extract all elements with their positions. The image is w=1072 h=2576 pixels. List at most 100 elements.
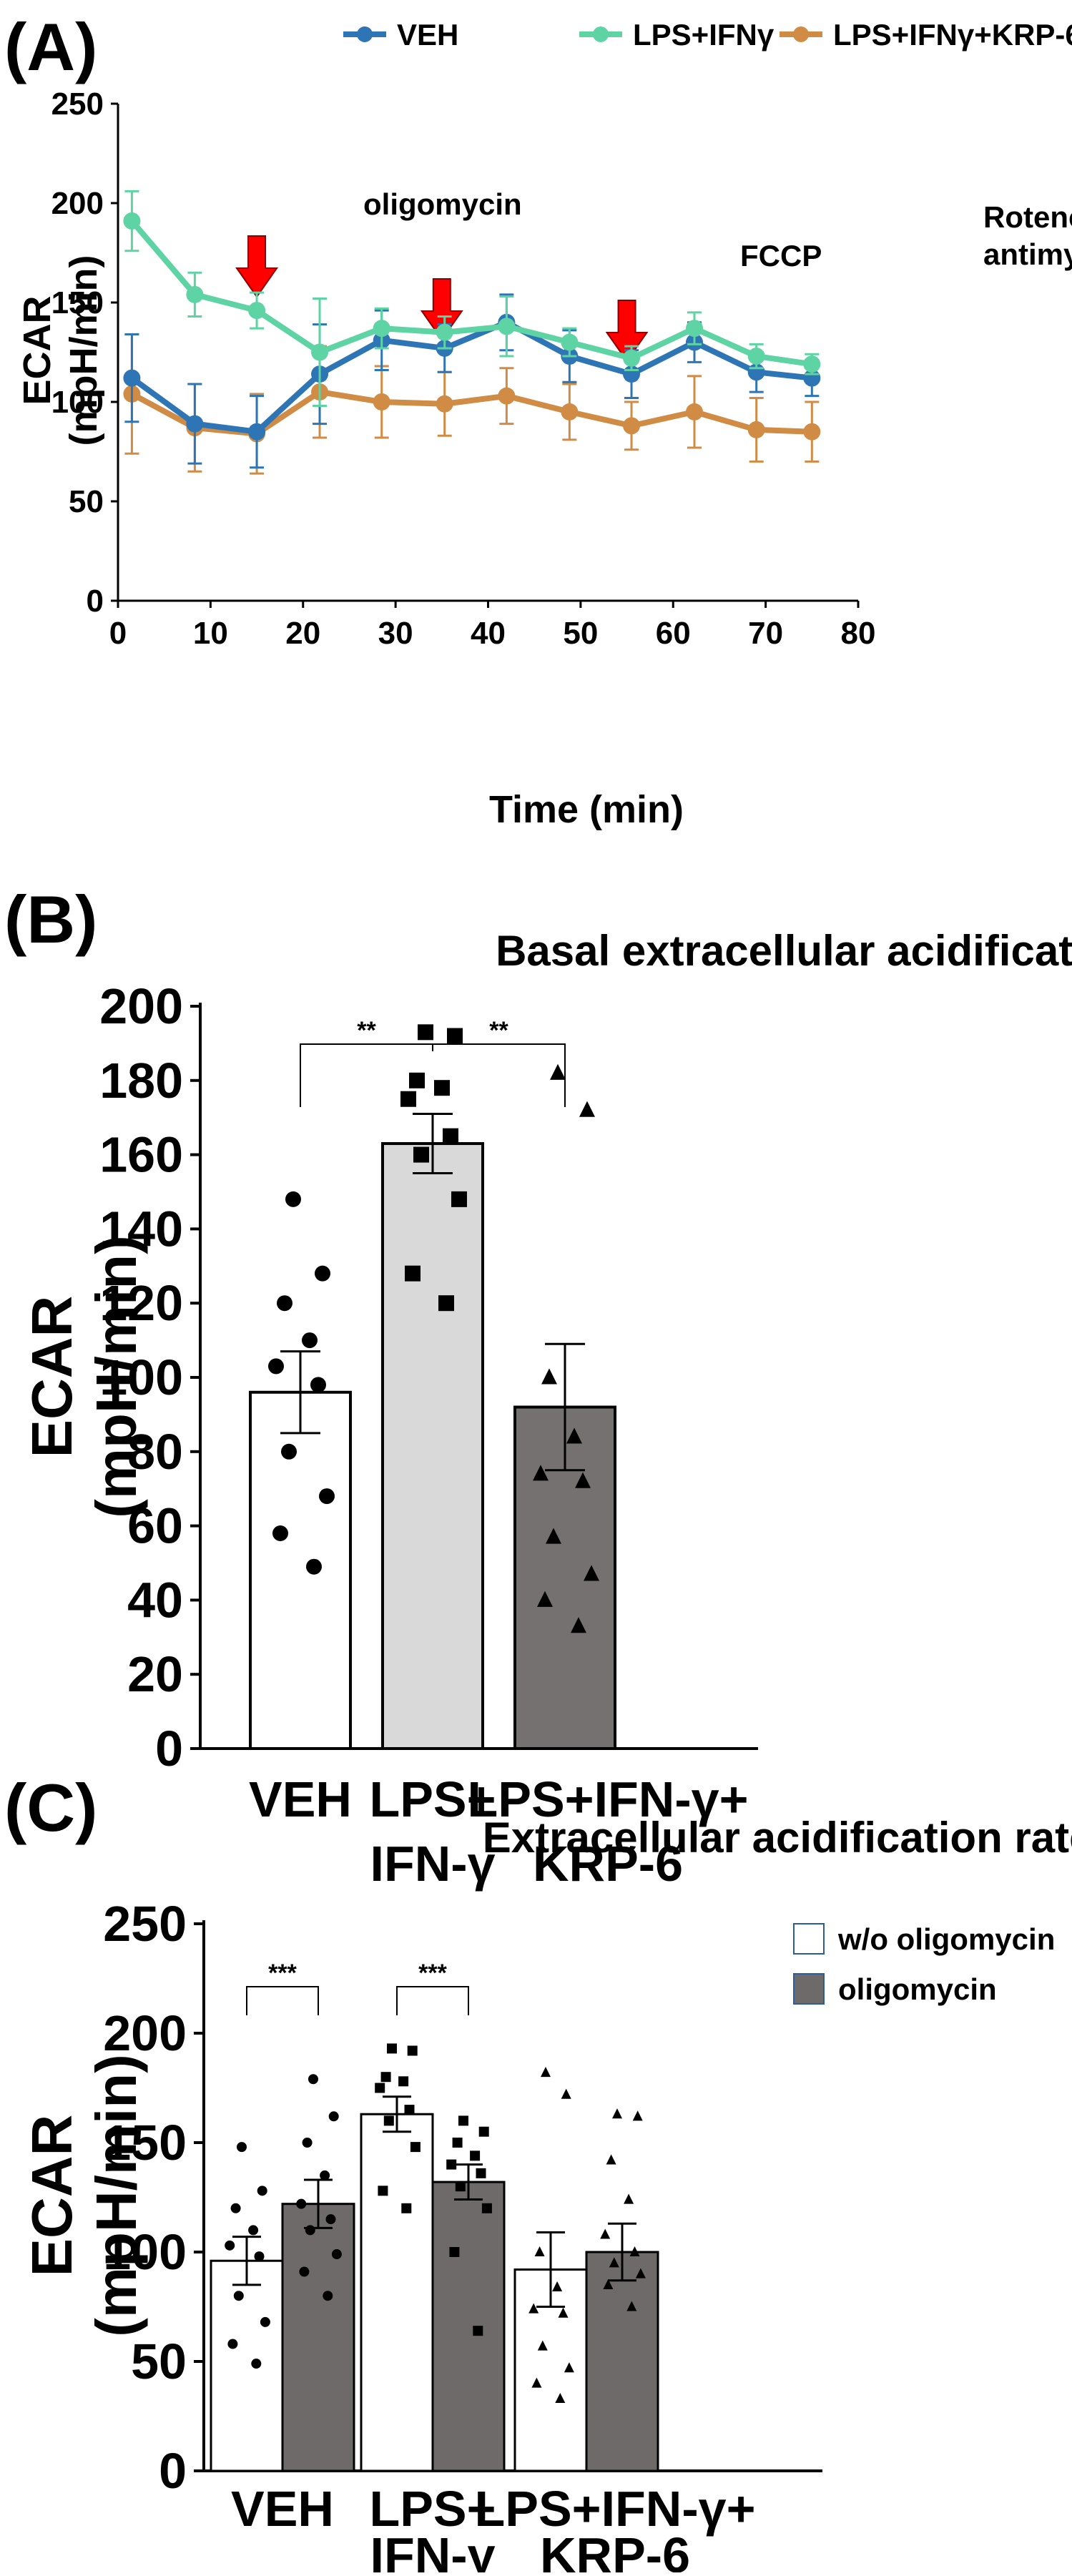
significance-label: ** [489, 1017, 508, 1044]
data-point [561, 2088, 571, 2099]
panel-c-y-tick-label: 250 [103, 1896, 187, 1952]
data-point [315, 1265, 330, 1282]
panel-a-legend: VEH LPS+IFNγ LPS+IFNγ+KRP-6 [343, 18, 1072, 51]
data-point [564, 2362, 574, 2373]
panel-c-bars [210, 2043, 659, 2472]
panel-a-label: (A) [4, 9, 98, 84]
data-point [552, 2281, 563, 2291]
data-point [498, 318, 516, 335]
data-point [306, 1558, 322, 1575]
data-point [323, 2291, 333, 2301]
data-point [498, 387, 516, 405]
data-point [600, 2228, 611, 2239]
significance-label: *** [268, 1960, 297, 1987]
panel-b-y-tick-label: 60 [127, 1498, 183, 1554]
panel-a-y-tick-label: 100 [51, 385, 104, 420]
data-point [571, 1617, 586, 1633]
data-point [123, 212, 141, 230]
data-point [260, 2316, 270, 2327]
data-point [413, 1146, 429, 1163]
panel-c-y-title-line2: (mpH/min) [84, 2054, 148, 2337]
annotation-fccp: FCCP [740, 239, 822, 272]
data-point [299, 2266, 310, 2277]
panel-c-significance: *** *** [246, 1960, 469, 2015]
panel-a-y-tick-label: 0 [87, 584, 104, 619]
data-point [254, 2251, 265, 2262]
data-point [237, 2142, 247, 2153]
panel-b-y-tick-label: 200 [99, 978, 183, 1034]
data-point [531, 2377, 542, 2388]
panel-c-label: (C) [4, 1770, 98, 1845]
legend-swatch-1 [793, 1973, 825, 2005]
panel-a: (A) VEH LPS+IFNγ LPS+IFNγ+KRP-6 0501001502… [4, 9, 1072, 831]
panel-a-y-tick-label: 50 [69, 484, 104, 519]
data-point [311, 343, 329, 361]
data-point [449, 2247, 460, 2257]
panel-b-category-labels: VEH LPS+ IFN-γ LPS+IFN-γ+ KRP-6 [249, 1771, 748, 1892]
panel-c-title: Extracellular acidification rate change [483, 1814, 1072, 1862]
panel-b-bars [249, 1024, 616, 1751]
data-point [635, 2268, 646, 2278]
data-point [555, 2392, 566, 2404]
panel-a-x-tick-label: 0 [109, 616, 127, 651]
data-point [451, 1191, 467, 1207]
data-point [534, 2246, 545, 2257]
category-label-2: LPS+IFN-γ+ [475, 2481, 756, 2537]
data-point [380, 2072, 391, 2083]
panel-a-y-axis-title: ECAR (mpH/min) [16, 255, 105, 446]
panel-c: (C) Extracellular acidification rate cha… [4, 1770, 1072, 2576]
data-point [473, 2326, 483, 2336]
data-point [452, 2138, 463, 2148]
injection-arrow [235, 235, 278, 298]
data-point [632, 2110, 643, 2121]
data-point [603, 2278, 614, 2289]
significance-label: *** [418, 1960, 447, 1987]
data-point [373, 320, 390, 338]
data-point [584, 1565, 599, 1581]
bar-1-0 [281, 2203, 355, 2472]
data-point [233, 2291, 244, 2301]
panel-a-y-tick-label: 200 [51, 186, 104, 221]
data-point [248, 423, 266, 441]
data-point [481, 2203, 492, 2213]
category-label-0: VEH [249, 1771, 352, 1827]
panel-b-y-tick-label: 160 [99, 1127, 183, 1183]
data-point [558, 2307, 569, 2318]
panel-c-axes: 0 50 100 150 200 250 [103, 1896, 822, 2499]
category-label-1: LPS+ [369, 2481, 496, 2537]
data-point [747, 348, 765, 365]
data-point [446, 2159, 457, 2170]
data-point [533, 1465, 549, 1481]
data-point [186, 285, 204, 303]
data-point [476, 2168, 486, 2178]
data-point [537, 2340, 548, 2351]
data-point [383, 2115, 394, 2126]
legend-label-0: w/o oligomycin [837, 1922, 1055, 1956]
panel-b-y-axis-title: ECAR (mpH/min) [20, 1235, 148, 1518]
data-point [325, 2214, 336, 2225]
panel-a-x-tick-label: 50 [563, 616, 598, 651]
panel-a-x-tick-label: 60 [656, 616, 691, 651]
panel-a-x-tick-label: 80 [841, 616, 876, 651]
panel-c-y-tick-label: 200 [103, 2005, 187, 2061]
data-point [407, 2045, 418, 2056]
data-point [310, 1377, 326, 1393]
significance-bracket [396, 1986, 469, 2015]
panel-a-x-axis-title: Time (min) [489, 788, 684, 831]
data-point [248, 2225, 259, 2236]
data-point [404, 2105, 415, 2115]
data-point [277, 1295, 292, 1312]
panel-a-x-tick-label: 20 [285, 616, 320, 651]
data-point [443, 1128, 458, 1144]
data-point [418, 1024, 433, 1041]
panel-a-axes: 0 50 100 150 200 250 0 10 20 30 40 50 60 70 80 [51, 87, 876, 651]
panel-a-x-tick-label: 30 [378, 616, 413, 651]
data-point [272, 1525, 288, 1541]
annotation-rotenone-line1: Rotenone and [983, 200, 1072, 234]
data-point [561, 333, 579, 351]
significance-bracket [246, 1986, 319, 2015]
data-point [328, 2111, 339, 2122]
data-point [296, 2198, 307, 2209]
